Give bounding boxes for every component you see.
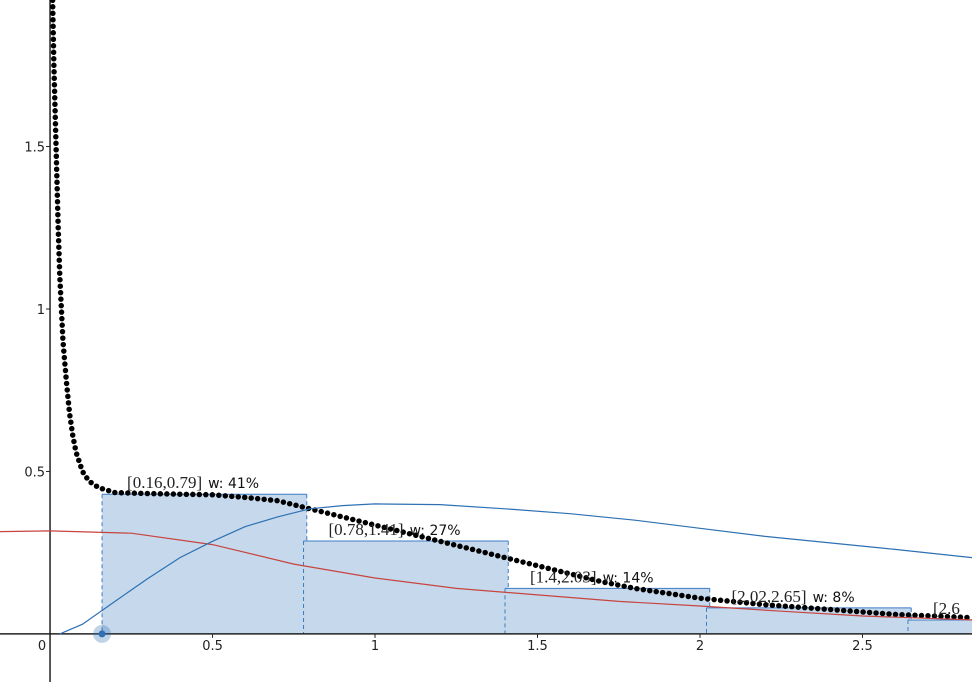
y-tick-label: 1.5 <box>24 141 45 156</box>
curve <box>59 503 972 635</box>
weight-label: w: 14% <box>603 570 654 586</box>
x-tick-label: 1.5 <box>527 639 548 654</box>
x-tick-label: 0 <box>38 639 46 654</box>
interval-label: [0.16,0.79] <box>127 473 202 492</box>
y-tick-label: 1 <box>37 303 45 318</box>
y-tick-label: 0.5 <box>24 465 45 480</box>
x-tick-label: 1 <box>371 639 379 654</box>
x-tick-label: 2.5 <box>852 639 873 654</box>
x-tick-label: 2 <box>696 639 704 654</box>
x-tick-label: 0.5 <box>202 639 223 654</box>
weight-label: w: 27% <box>410 523 461 539</box>
interval-label: [1.4,2.03] <box>530 567 597 586</box>
curve <box>0 530 972 621</box>
curve <box>49 0 972 621</box>
point <box>98 630 106 638</box>
bar <box>303 540 509 634</box>
interval-label: [0.78,1.41] <box>329 520 404 539</box>
interval-label: [2.6 <box>933 599 960 618</box>
bar <box>907 619 972 634</box>
weight-label: w: 41% <box>208 476 259 492</box>
weight-label: w: 8% <box>813 590 855 606</box>
bar <box>102 494 307 634</box>
interval-label: [2.02,2.65] <box>731 587 806 606</box>
